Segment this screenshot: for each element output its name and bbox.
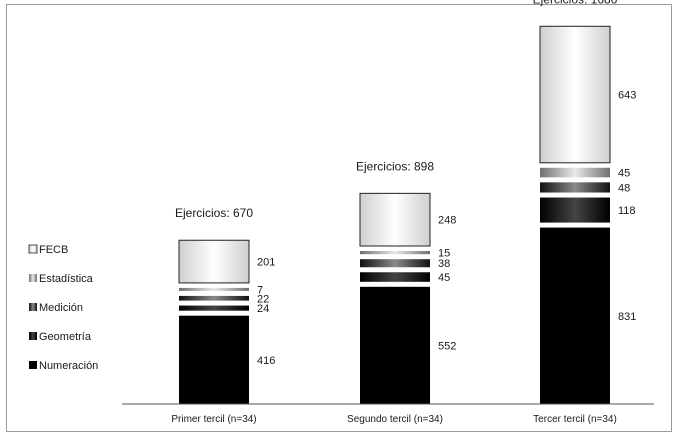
bar-estadistica-2 [360, 251, 430, 255]
bar-medicion-3 [540, 182, 610, 193]
value-label-estadistica-2: 15 [438, 248, 450, 260]
bar-fecb-1 [178, 239, 250, 284]
legend-label-numeracion: Numeración [39, 360, 98, 372]
value-label-estadistica-1: 7 [257, 284, 263, 296]
legend-label-medicion: Medición [39, 302, 83, 314]
value-label-numeracion-3: 831 [618, 311, 636, 323]
total-label-1: Ejercicios: 670 [175, 206, 253, 220]
total-label-3: Ejercicios: 1686 [533, 0, 618, 6]
value-label-fecb-2: 248 [438, 215, 456, 227]
bar-geometria-1 [179, 305, 249, 311]
x-tick-label-1: Primer tercil (n=34) [171, 414, 256, 425]
value-label-fecb-3: 643 [618, 90, 636, 102]
bar-estadistica-1 [179, 287, 249, 291]
bar-fecb-2 [359, 192, 431, 247]
legend: FECB Estadística Medición Geometría Numeraci… [28, 244, 98, 372]
bar-fecb-3 [539, 25, 611, 164]
value-label-numeracion-2: 552 [438, 340, 456, 352]
bar-estadistica-3 [540, 167, 610, 178]
legend-swatch-medicion [29, 303, 37, 311]
total-labels: Ejercicios: 670 Ejercicios: 898 Ejercicios… [175, 0, 618, 220]
total-label-2: Ejercicios: 898 [356, 159, 434, 173]
legend-swatch-numeracion [29, 361, 37, 369]
bar-geometria-3 [540, 197, 610, 223]
legend-label-geometria: Geometría [39, 331, 92, 343]
legend-label-fecb: FECB [39, 244, 68, 256]
value-label-geometria-2: 45 [438, 272, 450, 284]
value-label-numeracion-1: 416 [257, 355, 275, 367]
bar-geometria-2 [360, 272, 430, 282]
bar-numeracion-2 [360, 286, 430, 404]
bar-numeracion-1 [179, 315, 249, 404]
x-tick-label-3: Tercer tercil (n=34) [533, 414, 617, 425]
value-label-medicion-1: 22 [257, 293, 269, 305]
value-label-geometria-3: 118 [618, 205, 636, 217]
value-label-medicion-3: 48 [618, 182, 630, 194]
legend-swatch-geometria [29, 332, 37, 340]
value-label-geometria-1: 24 [257, 303, 269, 315]
legend-swatch-fecb [28, 244, 38, 254]
value-label-medicion-2: 38 [438, 258, 450, 270]
legend-swatch-estadistica [29, 274, 37, 282]
bar-numeracion-3 [540, 227, 610, 404]
legend-label-estadistica: Estadística [39, 273, 94, 285]
value-label-fecb-1: 201 [257, 257, 275, 269]
bar-medicion-2 [360, 259, 430, 268]
x-tick-labels: Primer tercil (n=34) Segundo tercil (n=34… [171, 414, 616, 425]
bar-medicion-1 [179, 295, 249, 301]
bars [178, 25, 611, 404]
x-tick-label-2: Segundo tercil (n=34) [347, 414, 443, 425]
value-label-estadistica-3: 45 [618, 168, 630, 180]
